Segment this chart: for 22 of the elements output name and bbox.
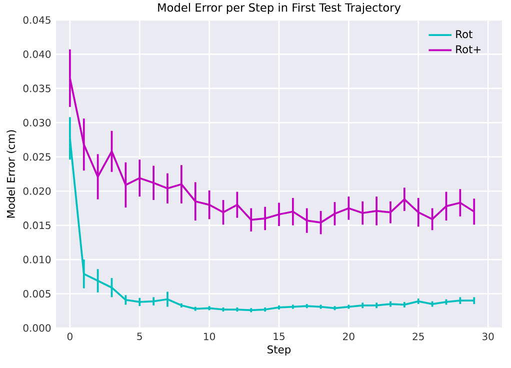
- x-tick-label: 30: [482, 332, 494, 340]
- x-tick-label: 20: [343, 332, 354, 340]
- y-tick-label: 0.005: [23, 290, 50, 298]
- legend-label: Rot+: [456, 45, 481, 54]
- y-tick-label: 0.025: [23, 153, 50, 161]
- y-tick-label: 0.015: [23, 222, 50, 230]
- x-tick-label: 15: [274, 332, 284, 340]
- x-tick-label: 0: [67, 332, 72, 340]
- y-tick-label: 0.010: [23, 256, 51, 264]
- y-tick-label: 0.040: [23, 50, 51, 58]
- x-axis-title: Step: [268, 345, 291, 356]
- x-tick-label: 5: [137, 332, 142, 340]
- chart-title: Model Error per Step in First Test Trajectory: [158, 2, 401, 14]
- y-tick-label: 0.000: [23, 324, 51, 332]
- legend-label: Rot: [456, 30, 472, 38]
- x-tick-label: 10: [204, 332, 215, 340]
- y-tick-label: 0.045: [23, 16, 50, 24]
- x-tick-label: 25: [412, 332, 424, 340]
- y-axis-title: Model Error (cm): [6, 130, 16, 218]
- y-tick-label: 0.035: [23, 84, 50, 92]
- y-tick-label: 0.030: [23, 118, 51, 126]
- y-tick-label: 0.020: [23, 187, 51, 195]
